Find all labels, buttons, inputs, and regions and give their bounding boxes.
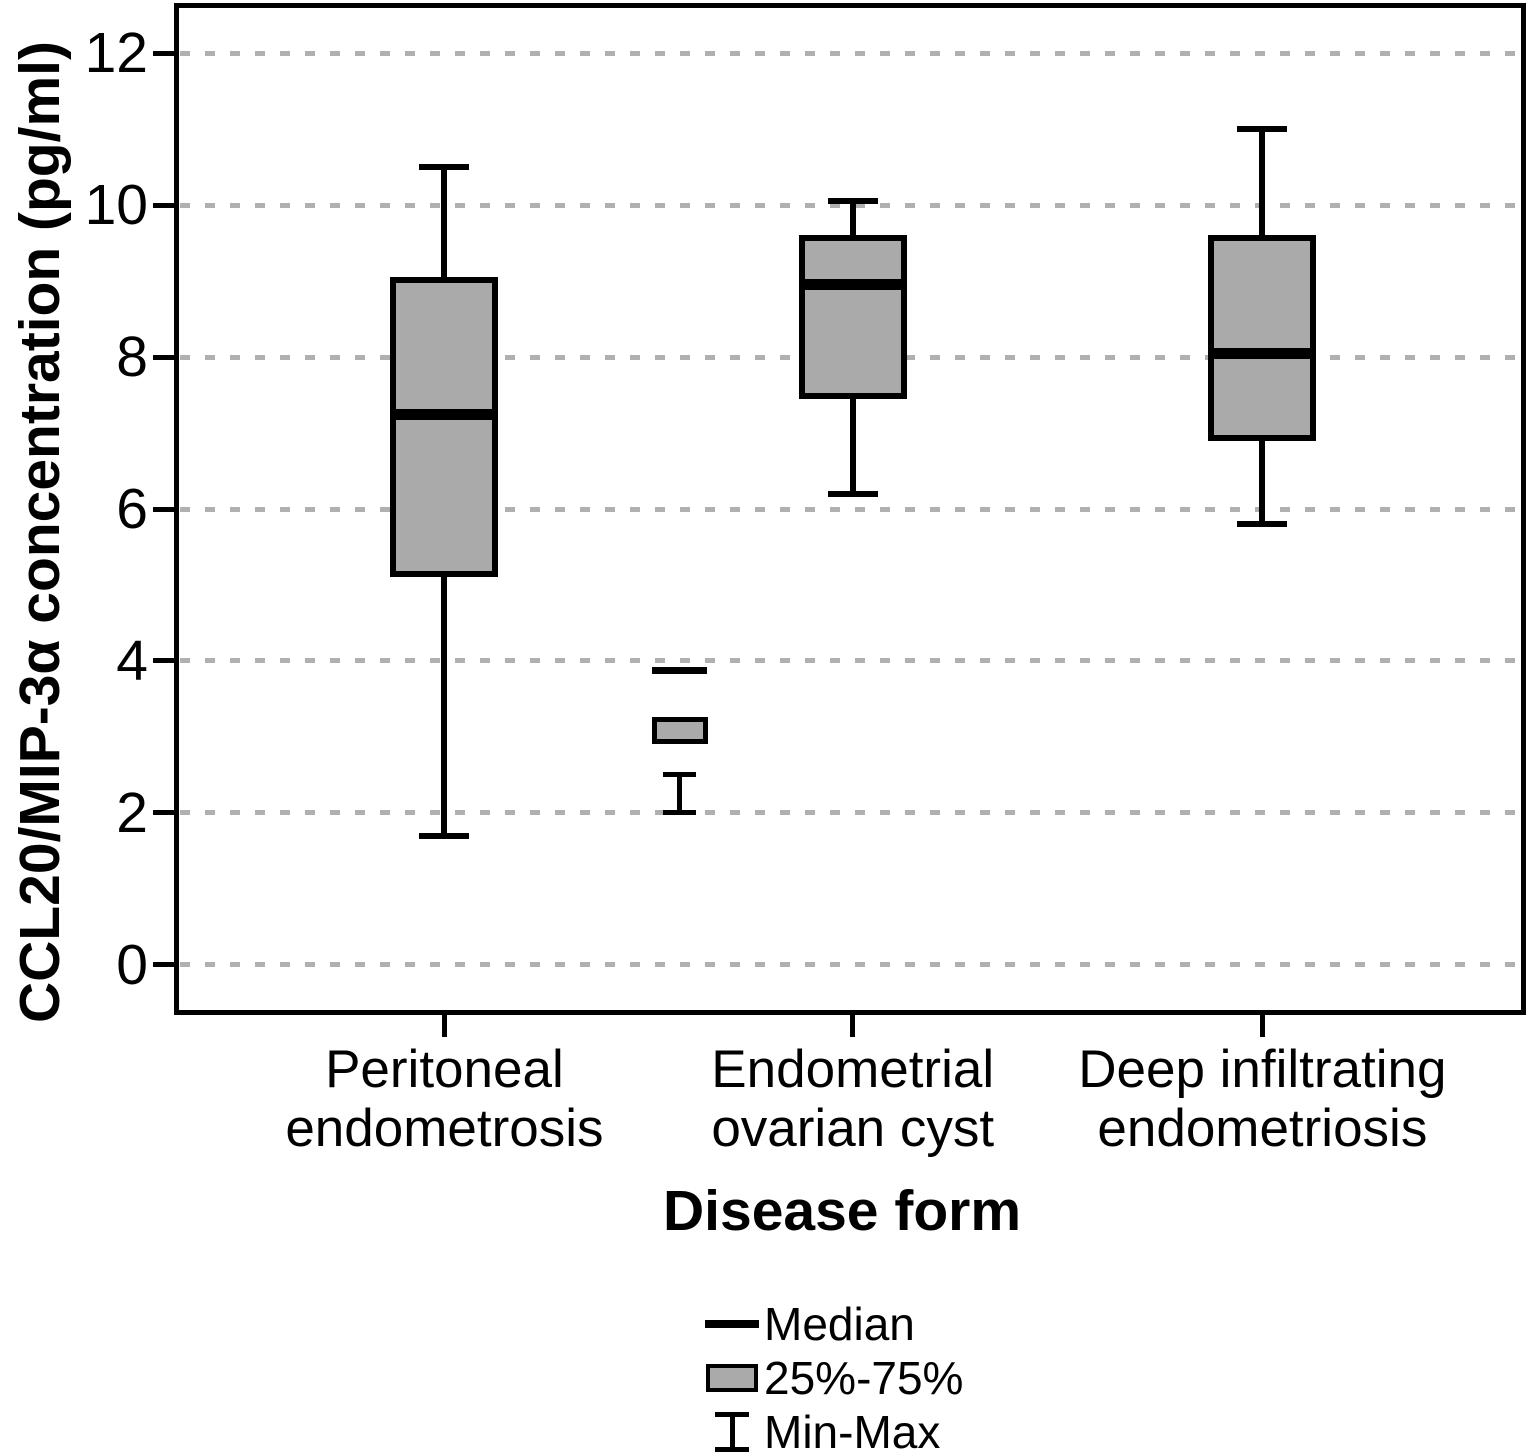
gridline xyxy=(180,658,1520,664)
y-tick xyxy=(153,506,175,512)
iqr-box-0 xyxy=(390,277,499,578)
whisker-cap-bottom-1 xyxy=(827,490,878,497)
y-tick-label: 4 xyxy=(116,628,148,693)
legend: Median 25%-75% Min-Max xyxy=(700,1297,963,1453)
inset-minmax-symbol xyxy=(663,771,697,815)
gridline xyxy=(180,810,1520,816)
category-label: Endometrial ovarian cyst xyxy=(711,1040,995,1158)
iqr-box-2 xyxy=(1208,235,1317,441)
gridline xyxy=(180,962,1520,968)
y-tick-label: 10 xyxy=(84,173,148,238)
whisker-lower-2 xyxy=(1259,440,1266,525)
y-tick-label: 6 xyxy=(116,477,148,541)
legend-row-min-max-whisker: Min-Max xyxy=(700,1405,963,1453)
median-line-2 xyxy=(1208,347,1317,359)
legend-label: 25%-75% xyxy=(764,1352,964,1404)
gridline xyxy=(180,50,1520,56)
whisker-upper-1 xyxy=(849,201,856,236)
x-tick xyxy=(850,1015,856,1037)
gridline xyxy=(180,506,1520,512)
category-label: Deep infiltrating endometriosis xyxy=(1078,1040,1447,1158)
whisker-upper-0 xyxy=(441,167,448,278)
legend-row-median-line: Median xyxy=(700,1297,963,1351)
inset-iqr-box-symbol xyxy=(651,717,708,744)
y-tick-label: 12 xyxy=(84,21,148,86)
whisker-lower-0 xyxy=(441,577,448,836)
median-line-icon xyxy=(700,1297,764,1351)
min-max-whisker-icon xyxy=(700,1405,764,1453)
whisker-cap-bottom-0 xyxy=(419,832,470,839)
y-tick-label: 0 xyxy=(116,932,148,997)
legend-label: Median xyxy=(764,1298,915,1350)
median-line-1 xyxy=(798,279,907,291)
iqr-box-1 xyxy=(798,235,907,399)
whisker-upper-2 xyxy=(1259,129,1266,236)
y-tick xyxy=(153,354,175,360)
median-line-0 xyxy=(390,408,499,420)
y-tick xyxy=(153,810,175,816)
legend-label: Min-Max xyxy=(764,1406,941,1453)
whisker-cap-top-2 xyxy=(1237,126,1288,133)
x-tick xyxy=(441,1015,447,1037)
y-tick-label: 8 xyxy=(116,325,148,390)
y-tick xyxy=(153,202,175,208)
iqr-box-icon xyxy=(700,1351,764,1405)
x-axis-title: Disease form xyxy=(662,1179,1022,1243)
whisker-cap-top-0 xyxy=(419,164,470,171)
x-tick xyxy=(1259,1015,1265,1037)
inset-median-symbol xyxy=(652,666,708,674)
y-tick-label: 2 xyxy=(116,780,148,845)
whisker-cap-bottom-2 xyxy=(1237,521,1288,528)
legend-row-iqr-box: 25%-75% xyxy=(700,1351,963,1405)
category-label: Peritoneal endometrosis xyxy=(285,1040,604,1158)
y-tick xyxy=(153,50,175,56)
y-tick xyxy=(153,962,175,968)
whisker-cap-top-1 xyxy=(827,198,878,205)
whisker-lower-1 xyxy=(849,398,856,494)
y-tick xyxy=(153,658,175,664)
